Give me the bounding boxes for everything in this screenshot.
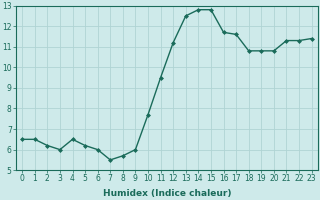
X-axis label: Humidex (Indice chaleur): Humidex (Indice chaleur) [103, 189, 231, 198]
